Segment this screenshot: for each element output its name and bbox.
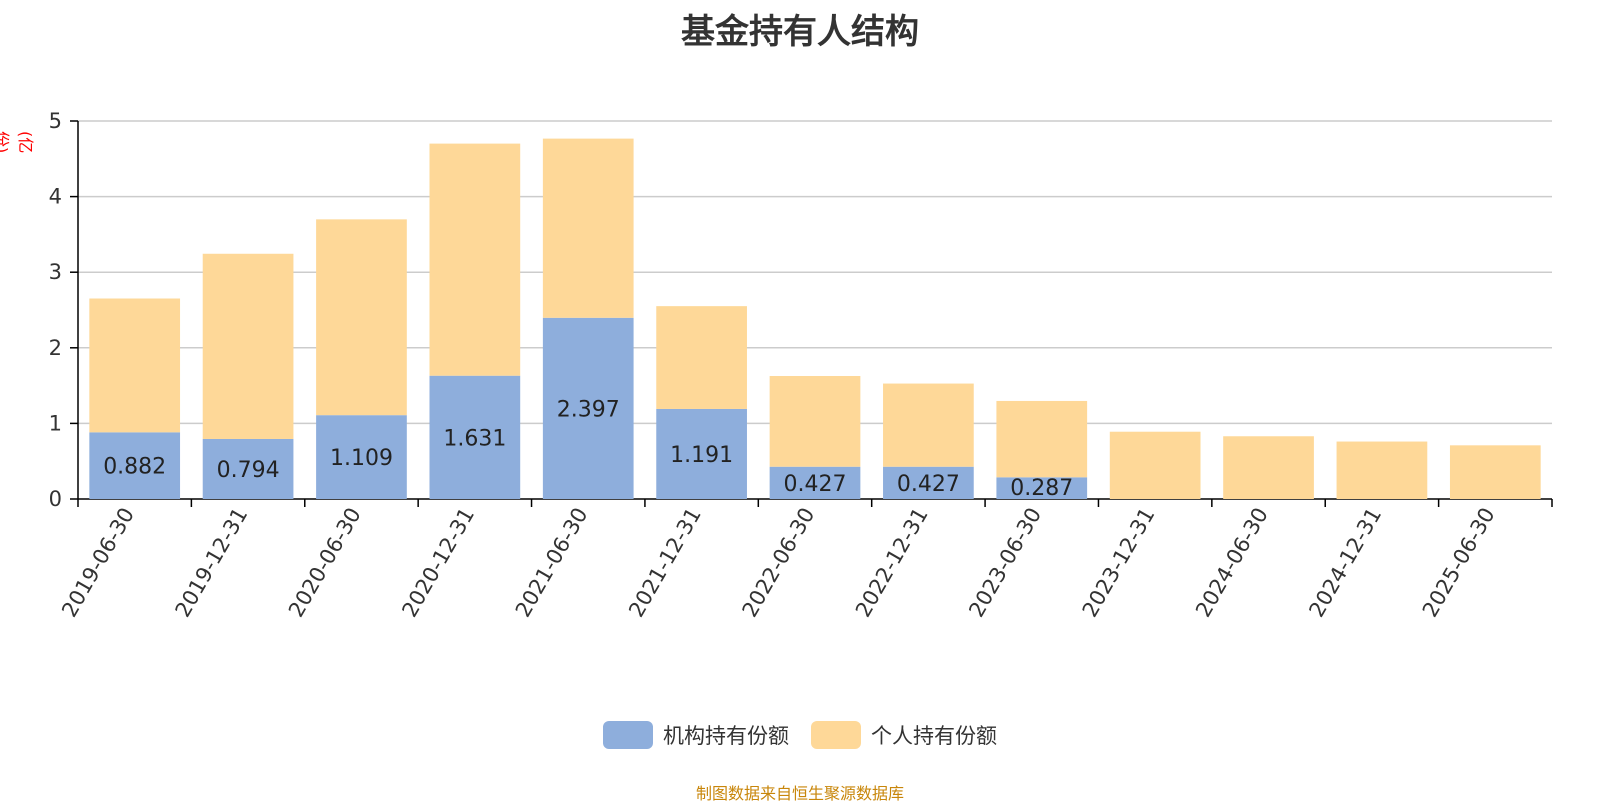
source-note: 制图数据来自恒生聚源数据库 [695, 784, 904, 803]
data-label-institutional: 1.631 [443, 426, 506, 451]
data-label-institutional: 1.109 [330, 446, 393, 471]
legend-item-institutional[interactable]: 机构持有份额 [603, 720, 789, 750]
chart-title: 基金持有人结构 [681, 12, 919, 52]
y-tick-label: 4 [49, 185, 62, 209]
bar-institutional [656, 408, 747, 499]
data-label-institutional: 0.882 [103, 455, 166, 480]
y-tick-label: 1 [49, 411, 62, 435]
bar-institutional [316, 415, 407, 499]
data-label-institutional: 0.287 [1010, 476, 1073, 501]
legend-swatch-institutional [603, 721, 653, 749]
bar-institutional [769, 466, 861, 499]
bar-individual [202, 253, 294, 439]
data-label-institutional: 0.794 [217, 458, 280, 483]
bar-individual [316, 219, 407, 416]
stacked-bar-chart: 0 1 2 3 4 5 0.882 0.794 1.109 1.631 2.397 1.191 0.42… [49, 109, 1553, 622]
data-label-institutional: 2.397 [557, 397, 620, 422]
y-tick-label: 5 [49, 109, 62, 133]
legend-swatch-individual [811, 721, 861, 749]
y-tick-label: 0 [49, 487, 62, 511]
bar-individual [996, 400, 1088, 478]
x-tick-label: 2019-06-30 [57, 504, 139, 622]
bar-institutional [429, 375, 521, 499]
bar-institutional [202, 438, 294, 499]
x-tick-label: 2024-06-30 [1191, 504, 1273, 622]
bar-institutional [542, 317, 634, 499]
data-label-institutional: 0.427 [897, 472, 960, 497]
bar-individual [542, 138, 634, 318]
legend-label-institutional: 机构持有份额 [663, 724, 789, 748]
y-tick-label: 2 [49, 336, 62, 360]
bar-individual [429, 143, 521, 376]
x-tick-label: 2022-12-31 [851, 504, 933, 622]
bar-individual [769, 375, 861, 467]
data-label-institutional: 1.191 [670, 443, 733, 468]
legend-label-individual: 个人持有份额 [871, 724, 997, 748]
x-tick-label: 2021-06-30 [511, 504, 593, 622]
x-tick-label: 2022-06-30 [738, 504, 820, 622]
bar-individual [1223, 436, 1314, 499]
bar-individual [1449, 445, 1541, 499]
bar-individual [89, 298, 181, 433]
legend: 机构持有份额 个人持有份额 [0, 720, 1600, 750]
x-tick-label: 2024-12-31 [1304, 504, 1386, 622]
x-tick-label: 2019-12-31 [171, 504, 253, 622]
bar-individual [883, 383, 974, 467]
x-tick-label: 2020-12-31 [397, 504, 479, 622]
x-tick-label: 2023-06-30 [964, 504, 1046, 622]
bar-individual [1109, 431, 1201, 499]
bar-institutional [883, 466, 974, 499]
bar-institutional [89, 432, 181, 499]
x-tick-label: 2025-06-30 [1418, 504, 1500, 622]
bar-institutional [996, 477, 1088, 499]
x-tick-label: 2020-06-30 [284, 504, 366, 622]
x-tick-label: 2021-12-31 [624, 504, 706, 622]
legend-item-individual[interactable]: 个人持有份额 [811, 720, 997, 750]
y-tick-label: 3 [49, 260, 62, 284]
data-label-institutional: 0.427 [784, 472, 847, 497]
x-tick-label: 2023-12-31 [1078, 504, 1160, 622]
bar-individual [1336, 441, 1428, 499]
bar-individual [656, 306, 747, 409]
